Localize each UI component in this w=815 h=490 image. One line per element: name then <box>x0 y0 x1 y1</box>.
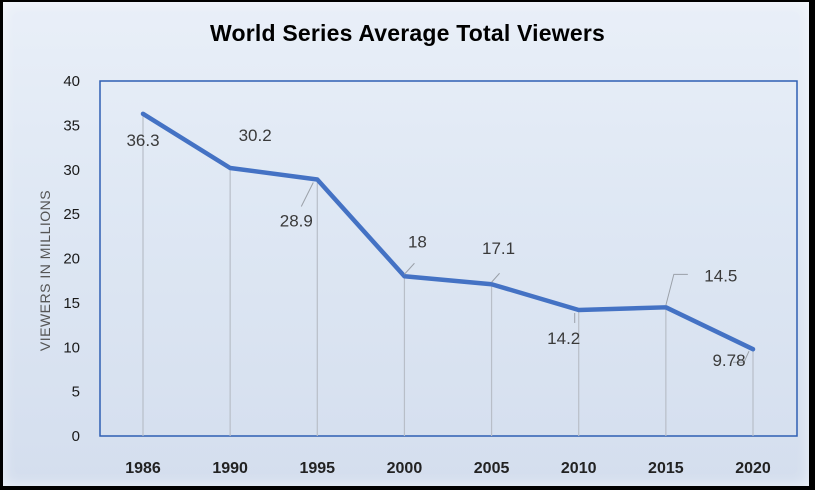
data-point <box>402 274 407 279</box>
x-tick-label: 1995 <box>299 460 335 477</box>
data-point <box>315 177 320 182</box>
data-point <box>489 282 494 287</box>
x-tick-label: 2005 <box>474 460 510 477</box>
label-leader-line <box>491 272 500 283</box>
data-label: 9.78 <box>712 351 745 370</box>
data-label: 28.9 <box>280 212 313 231</box>
y-tick-label: 20 <box>63 251 80 268</box>
data-label: 36.3 <box>126 131 159 150</box>
data-label: 17.1 <box>482 239 515 258</box>
label-leader-line <box>300 182 314 207</box>
y-tick-label: 0 <box>72 428 80 445</box>
data-point <box>576 307 581 312</box>
data-point <box>228 165 233 170</box>
y-tick-label: 10 <box>63 339 80 356</box>
data-label: 14.2 <box>547 329 580 348</box>
y-tick-label: 15 <box>63 295 80 312</box>
label-leader-line <box>733 350 750 363</box>
x-tick-label: 1986 <box>125 460 161 477</box>
y-tick-label: 25 <box>63 206 80 223</box>
label-leader-line <box>665 273 688 306</box>
y-axis-title: VIEWERS IN MILLIONS <box>37 190 53 351</box>
label-leader-line <box>404 262 415 275</box>
data-label: 30.2 <box>239 126 272 145</box>
data-point <box>141 111 145 116</box>
x-tick-label: 2000 <box>387 460 423 477</box>
data-point <box>663 305 668 310</box>
chart-panel <box>3 2 809 486</box>
y-tick-label: 40 <box>63 73 80 90</box>
y-tick-label: 35 <box>63 117 80 134</box>
x-tick-label: 2010 <box>561 460 597 477</box>
x-tick-label: 2020 <box>735 460 771 477</box>
plot-area-border <box>99 80 798 437</box>
x-tick-label: 2015 <box>648 460 684 477</box>
x-tick-label: 1990 <box>212 460 248 477</box>
y-tick-label: 30 <box>63 162 80 179</box>
series-line <box>140 111 756 352</box>
data-point <box>751 347 755 352</box>
chart-title: World Series Average Total Viewers <box>210 20 605 46</box>
data-label: 14.5 <box>704 266 737 285</box>
y-tick-label: 5 <box>72 384 80 401</box>
data-label: 18 <box>408 232 427 251</box>
